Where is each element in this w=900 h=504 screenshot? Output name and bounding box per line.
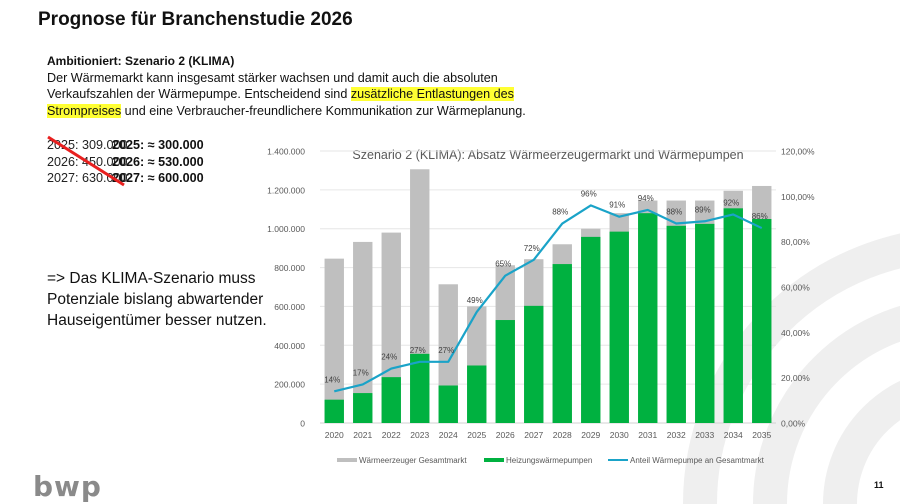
conclusion-line: Potenziale bislang abwartender: [47, 291, 264, 308]
x-tick-label: 2030: [610, 430, 629, 440]
heat-pump-bar: [752, 219, 772, 423]
x-tick-label: 2028: [553, 430, 572, 440]
share-data-label: 17%: [353, 368, 369, 377]
y-right-tick-label: 60,00%: [781, 283, 810, 293]
scenario-heading: Ambitioniert: Szenario 2 (KLIMA): [47, 54, 235, 68]
new-forecast-item: 2025: ≈ 300.000: [112, 138, 204, 152]
y-left-tick-label: 800.000: [274, 263, 305, 273]
y-right-tick-label: 20,00%: [781, 373, 810, 383]
heat-pump-bar: [609, 231, 629, 423]
y-right-tick-label: 40,00%: [781, 328, 810, 338]
share-data-label: 72%: [524, 244, 540, 253]
x-tick-label: 2033: [695, 430, 714, 440]
share-data-label: 91%: [609, 201, 625, 210]
x-tick-label: 2034: [724, 430, 743, 440]
x-tick-label: 2021: [353, 430, 372, 440]
y-left-tick-label: 0: [300, 419, 305, 429]
share-data-label: 27%: [410, 346, 426, 355]
legend-swatch: [608, 459, 628, 461]
x-tick-label: 2026: [496, 430, 515, 440]
heat-pump-bar: [438, 385, 458, 423]
heat-pump-bar: [353, 393, 373, 423]
new-forecast-item: 2027: ≈ 600.000: [112, 171, 204, 185]
y-left-tick-label: 400.000: [274, 341, 305, 351]
legend-swatch: [337, 458, 357, 462]
share-data-label: 92%: [723, 198, 739, 207]
share-data-label: 94%: [638, 194, 654, 203]
x-tick-label: 2031: [638, 430, 657, 440]
total-market-bar: [324, 258, 344, 423]
share-data-label: 65%: [495, 260, 511, 269]
conclusion-text: => Das KLIMA-Szenario muss Potenziale bi…: [47, 268, 267, 331]
legend-label: Wärmeerzeuger Gesamtmarkt: [359, 456, 467, 465]
y-left-tick-label: 1.200.000: [267, 185, 305, 195]
page-number: 11: [874, 480, 884, 490]
new-forecast-list: 2025: ≈ 300.000 2026: ≈ 530.000 2027: ≈ …: [112, 137, 204, 187]
share-data-label: 89%: [695, 205, 711, 214]
heat-pump-bar: [524, 305, 544, 423]
legend-label: Anteil Wärmepumpe an Gesamtmarkt: [630, 456, 765, 465]
x-tick-label: 2024: [439, 430, 458, 440]
y-left-tick-label: 200.000: [274, 380, 305, 390]
x-tick-label: 2025: [467, 430, 486, 440]
slide-title: Prognose für Branchenstudie 2026: [38, 9, 353, 30]
heat-pump-bar: [581, 236, 601, 423]
chart-title: Szenario 2 (KLIMA): Absatz Wärmeerzeuger…: [352, 148, 743, 162]
total-market-bar: [353, 241, 373, 423]
conclusion-line: Hauseigentümer besser nutzen.: [47, 312, 267, 329]
y-right-tick-label: 0,00%: [781, 419, 806, 429]
x-tick-label: 2023: [410, 430, 429, 440]
share-data-label: 27%: [438, 346, 454, 355]
strikethrough-line: [47, 135, 125, 187]
x-tick-label: 2032: [667, 430, 686, 440]
y-right-tick-label: 120,00%: [781, 147, 815, 157]
x-tick-label: 2027: [524, 430, 543, 440]
x-tick-label: 2029: [581, 430, 600, 440]
intro-text: Ambitioniert: Szenario 2 (KLIMA) Der Wär…: [47, 53, 567, 119]
heat-pump-bar: [324, 399, 344, 423]
y-left-tick-label: 1.000.000: [267, 224, 305, 234]
heat-pump-bar: [723, 208, 743, 423]
share-line: [333, 204, 763, 393]
heat-pump-bar: [467, 365, 487, 423]
x-tick-label: 2035: [752, 430, 771, 440]
total-market-bar: [381, 232, 401, 423]
y-right-tick-label: 100,00%: [781, 192, 815, 202]
heat-pump-bar: [695, 223, 715, 423]
heat-pump-bar: [495, 320, 515, 423]
legend-swatch: [484, 458, 504, 462]
y-left-tick-label: 1.400.000: [267, 147, 305, 157]
share-data-label: 24%: [381, 353, 397, 362]
y-left-tick-label: 600.000: [274, 302, 305, 312]
share-data-label: 96%: [581, 189, 597, 198]
heat-pump-bar: [666, 225, 686, 423]
share-data-label: 14%: [324, 375, 340, 384]
y-right-tick-label: 80,00%: [781, 237, 810, 247]
x-tick-label: 2020: [325, 430, 344, 440]
legend-label: Heizungswärmepumpen: [506, 456, 592, 465]
heat-pump-bar: [638, 213, 658, 423]
heat-pump-bar: [381, 377, 401, 423]
conclusion-line: => Das KLIMA-Szenario muss: [47, 270, 256, 287]
x-tick-label: 2022: [382, 430, 401, 440]
new-forecast-item: 2026: ≈ 530.000: [112, 154, 204, 169]
share-data-label: 86%: [752, 212, 768, 221]
share-data-label: 88%: [552, 208, 568, 217]
intro-text-part1: Der Wärmemarkt kann insgesamt stärker wa…: [47, 70, 498, 102]
bwp-logo: bwp: [33, 470, 102, 503]
heat-pump-bar: [410, 353, 430, 423]
share-data-label: 49%: [467, 296, 483, 305]
intro-text-part2: und eine Verbraucher-freundlichere Kommu…: [121, 103, 526, 118]
share-data-label: 88%: [666, 208, 682, 217]
heat-pump-bar: [552, 264, 572, 423]
